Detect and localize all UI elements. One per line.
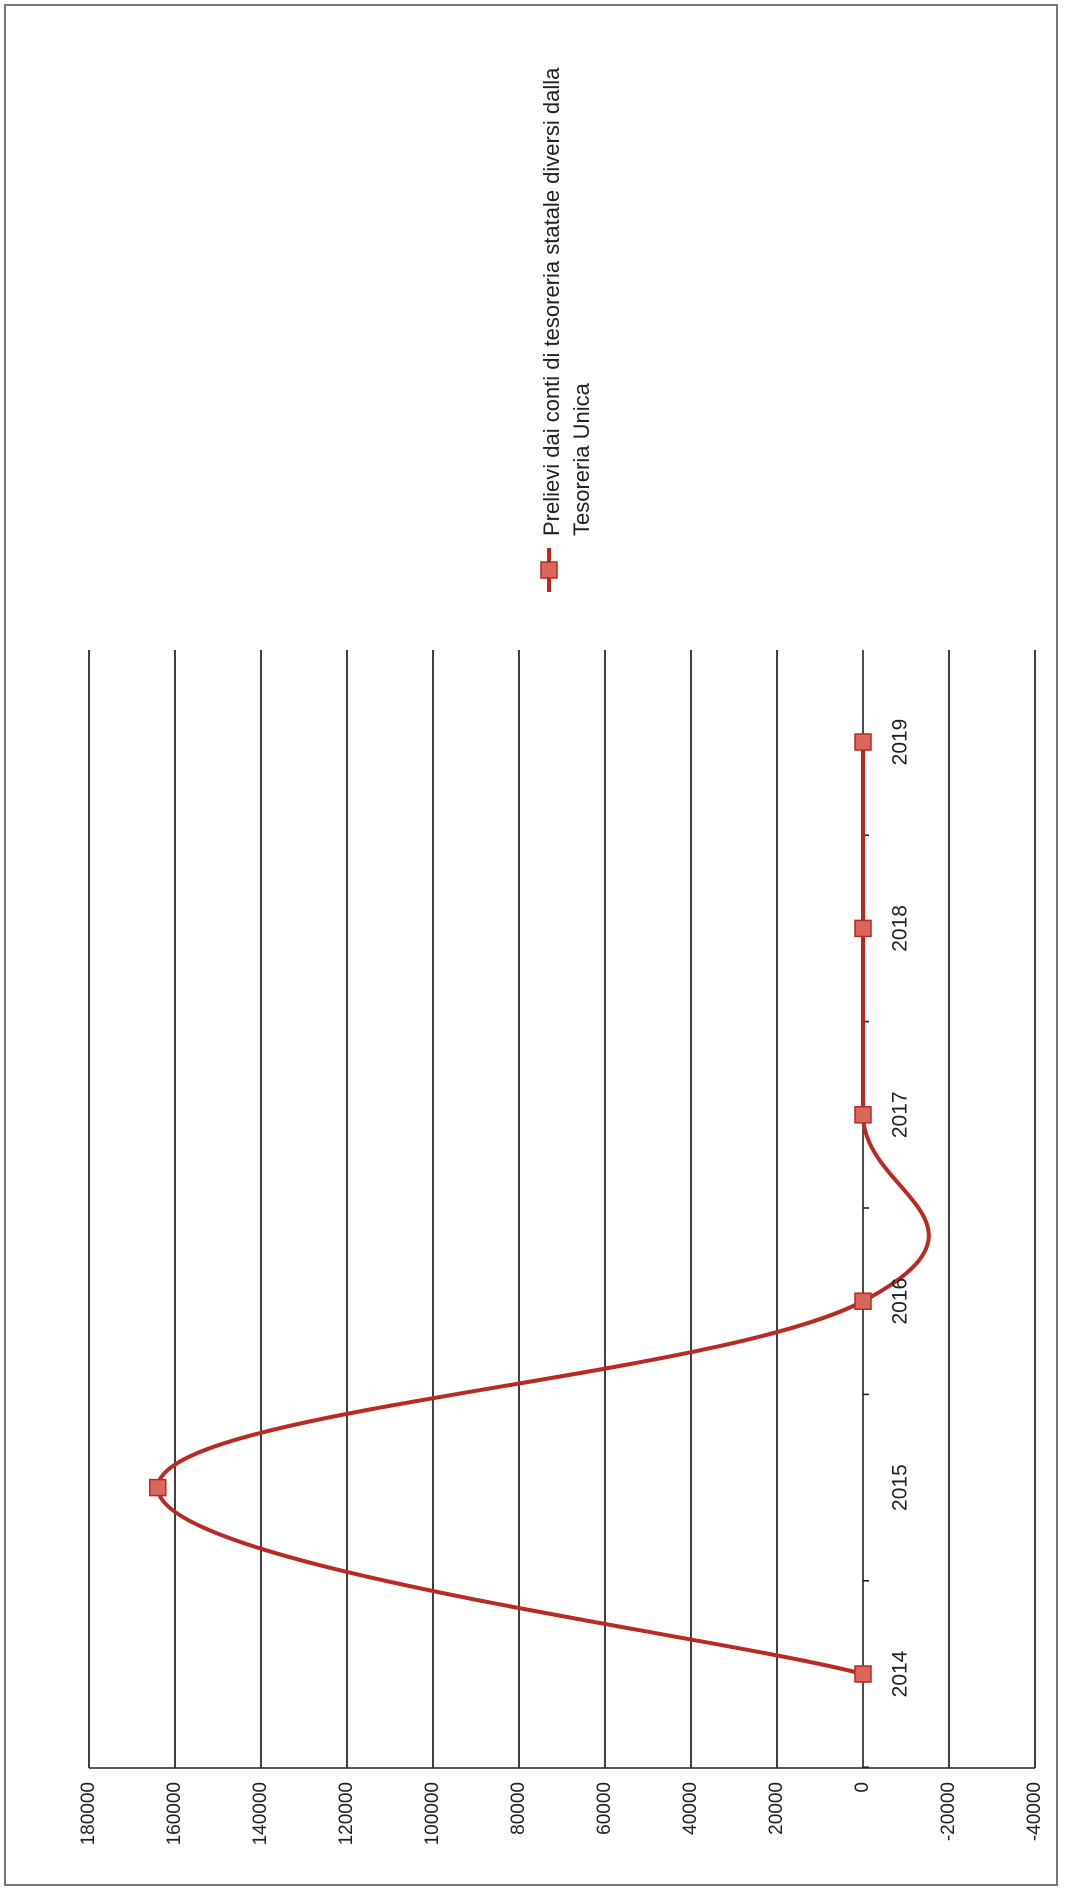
category-label: 2018 <box>889 905 912 952</box>
series-line <box>155 742 931 1676</box>
data-point-marker <box>854 733 872 751</box>
data-point-marker <box>854 919 872 938</box>
value-tick-label: 160000 <box>164 1782 185 1845</box>
category-label: 2014 <box>889 1650 912 1697</box>
legend-label: Tesoreria Unica <box>569 382 594 536</box>
value-tick-label: 140000 <box>250 1782 271 1845</box>
series <box>155 742 931 1676</box>
value-tick-label: 120000 <box>336 1782 357 1845</box>
data-point-marker <box>149 1478 167 1497</box>
value-tick-label: 80000 <box>508 1782 529 1835</box>
value-tick-label: 40000 <box>680 1782 701 1835</box>
data-point-marker <box>854 1665 872 1683</box>
value-tick-label: -20000 <box>938 1782 959 1841</box>
value-tick-label: 180000 <box>78 1782 99 1845</box>
legend-label: Prelievi dai conti di tesoreria statale … <box>539 67 564 536</box>
data-point-marker <box>854 1292 872 1310</box>
gridlines <box>88 650 1036 1768</box>
value-tick-label: 100000 <box>422 1782 443 1845</box>
tick-labels: 180000 160000 140000 120000 100000 80000 60000… <box>78 719 1045 1846</box>
legend: Prelievi dai conti di tesoreria statale … <box>539 67 594 592</box>
category-label: 2016 <box>889 1278 912 1325</box>
category-label: 2017 <box>889 1091 912 1138</box>
value-tick-label: 20000 <box>766 1782 787 1835</box>
category-label: 2019 <box>889 719 912 766</box>
value-tick-label: 60000 <box>594 1782 615 1835</box>
value-tick-label: -40000 <box>1024 1782 1045 1841</box>
chart-frame <box>4 4 1058 1886</box>
data-point-marker <box>854 1106 872 1124</box>
value-tick-label: 0 <box>852 1782 873 1793</box>
markers <box>149 733 872 1683</box>
category-label: 2015 <box>889 1464 912 1511</box>
legend-marker <box>540 561 558 579</box>
axes <box>89 650 1035 1769</box>
